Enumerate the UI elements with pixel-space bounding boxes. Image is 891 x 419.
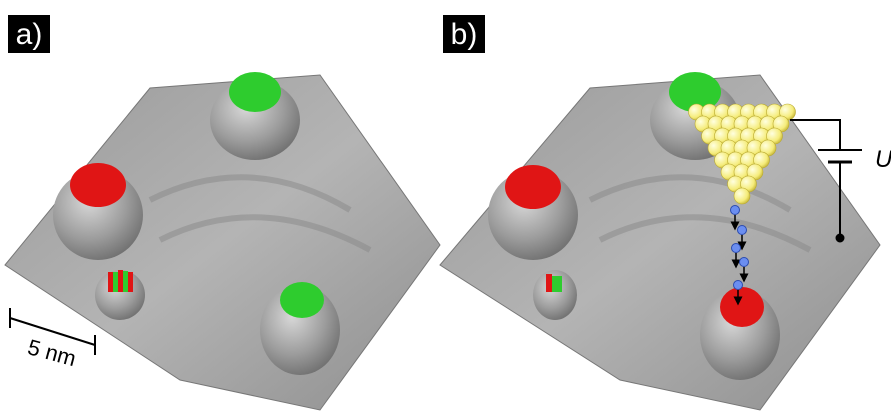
electron: [732, 244, 741, 253]
electron: [734, 281, 743, 290]
figure: 5 nm U a) b): [0, 0, 891, 419]
surface-b: [440, 72, 880, 410]
panel-label: b): [451, 18, 478, 51]
atom: [734, 188, 750, 204]
electron: [731, 206, 740, 215]
panel-label: a): [16, 18, 43, 51]
voltage-label: U: [875, 146, 891, 173]
electron: [738, 226, 747, 235]
scale-label: 5 nm: [25, 334, 79, 371]
electron: [740, 258, 749, 267]
